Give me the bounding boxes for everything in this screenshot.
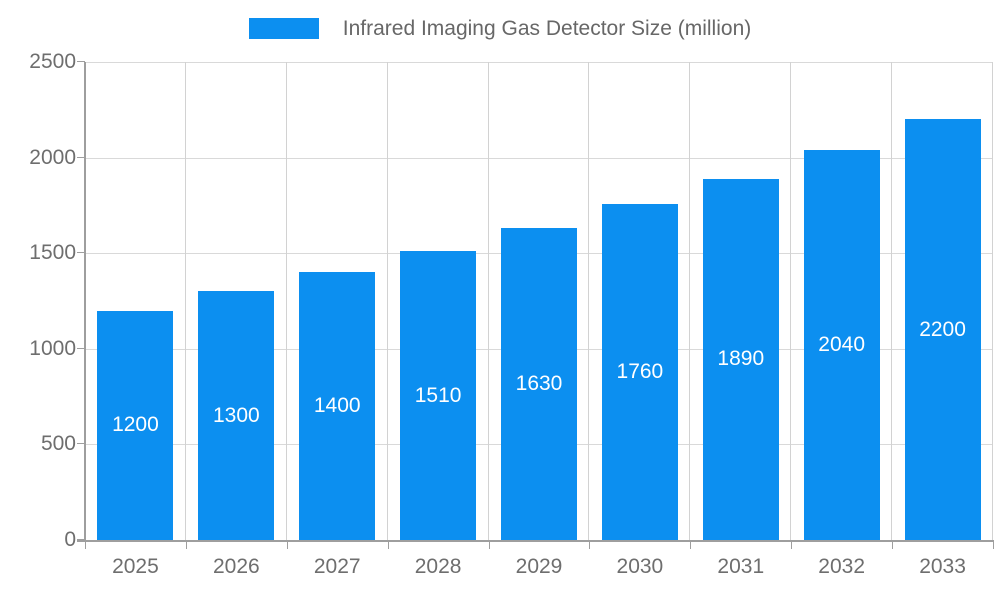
x-axis-line <box>77 540 993 542</box>
bar-value-label: 1760 <box>616 359 664 383</box>
x-axis-tick-label: 2027 <box>313 555 361 578</box>
gridline-vertical <box>891 62 893 540</box>
bar[interactable]: 1510 <box>400 251 477 540</box>
gridline-vertical <box>487 62 489 540</box>
x-axis-tick <box>488 540 490 549</box>
x-axis-tick-label: 2030 <box>616 555 664 578</box>
x-axis-tick <box>589 540 591 549</box>
x-axis-tick-label: 2032 <box>818 555 866 578</box>
x-axis-tick-label: 2025 <box>112 555 159 578</box>
bar-value-label: 1890 <box>717 347 765 371</box>
y-axis-tick-label: 0 <box>64 528 76 551</box>
x-axis-tick <box>85 540 86 549</box>
x-axis-tick-label: 2028 <box>414 555 462 578</box>
bar-value-label: 2200 <box>919 317 966 341</box>
bar-value-label: 1630 <box>515 372 563 396</box>
x-axis-tick <box>690 540 692 549</box>
bar[interactable]: 2040 <box>803 149 880 540</box>
x-axis-tick <box>387 540 389 549</box>
bar[interactable]: 1200 <box>97 310 174 540</box>
y-axis-tick <box>77 443 85 445</box>
gridline-vertical <box>689 62 691 540</box>
bar-value-label: 1200 <box>112 413 159 437</box>
gridline-vertical <box>790 62 792 540</box>
x-axis-tick <box>892 540 894 549</box>
legend-label: Infrared Imaging Gas Detector Size (mill… <box>342 17 752 40</box>
bar[interactable]: 1760 <box>601 203 678 540</box>
x-axis-tick <box>791 540 793 549</box>
y-axis-tick <box>77 61 85 62</box>
gridline-vertical <box>184 62 186 540</box>
bar[interactable]: 1630 <box>501 228 577 540</box>
bar[interactable]: 1400 <box>299 272 376 540</box>
y-axis-tick <box>77 539 85 540</box>
gridline-horizontal <box>85 157 993 159</box>
gridline-vertical <box>386 62 388 540</box>
gridline-vertical <box>588 62 590 540</box>
y-axis-tick-label: 1500 <box>29 241 76 265</box>
y-axis-tick-label: 2500 <box>29 50 76 73</box>
plot-area: 1200 1300 1400 1510 1630 1760 1890 2040 2200 <box>85 62 993 540</box>
bar[interactable]: 1300 <box>198 291 275 540</box>
bar-value-label: 1300 <box>212 403 260 427</box>
x-axis-tick-label: 2029 <box>515 555 563 578</box>
bar-value-label: 2040 <box>818 332 866 356</box>
y-axis-tick <box>77 252 85 254</box>
y-axis-tick-label: 500 <box>40 432 76 456</box>
x-axis-tick-label: 2033 <box>919 555 966 578</box>
x-axis-tick <box>993 540 994 549</box>
gridline-horizontal <box>85 62 993 63</box>
bar[interactable]: 2200 <box>904 119 981 540</box>
x-axis-tick <box>185 540 187 549</box>
x-axis-tick <box>286 540 288 549</box>
y-axis-tick <box>77 156 85 158</box>
y-axis-tick-label: 1000 <box>29 336 76 360</box>
legend-swatch-icon <box>248 18 319 39</box>
gridline-vertical <box>992 62 993 540</box>
x-axis-tick-label: 2031 <box>717 555 765 578</box>
bar[interactable]: 1890 <box>702 178 779 540</box>
x-axis-tick-label: 2026 <box>212 555 260 578</box>
bar-value-label: 1510 <box>414 383 462 407</box>
bar-value-label: 1400 <box>313 394 361 418</box>
gridline-vertical <box>285 62 287 540</box>
chart-legend[interactable]: Infrared Imaging Gas Detector Size (mill… <box>0 18 1000 39</box>
y-axis-line <box>84 62 86 542</box>
y-axis-tick <box>77 347 85 349</box>
y-axis-tick-label: 2000 <box>29 145 76 169</box>
